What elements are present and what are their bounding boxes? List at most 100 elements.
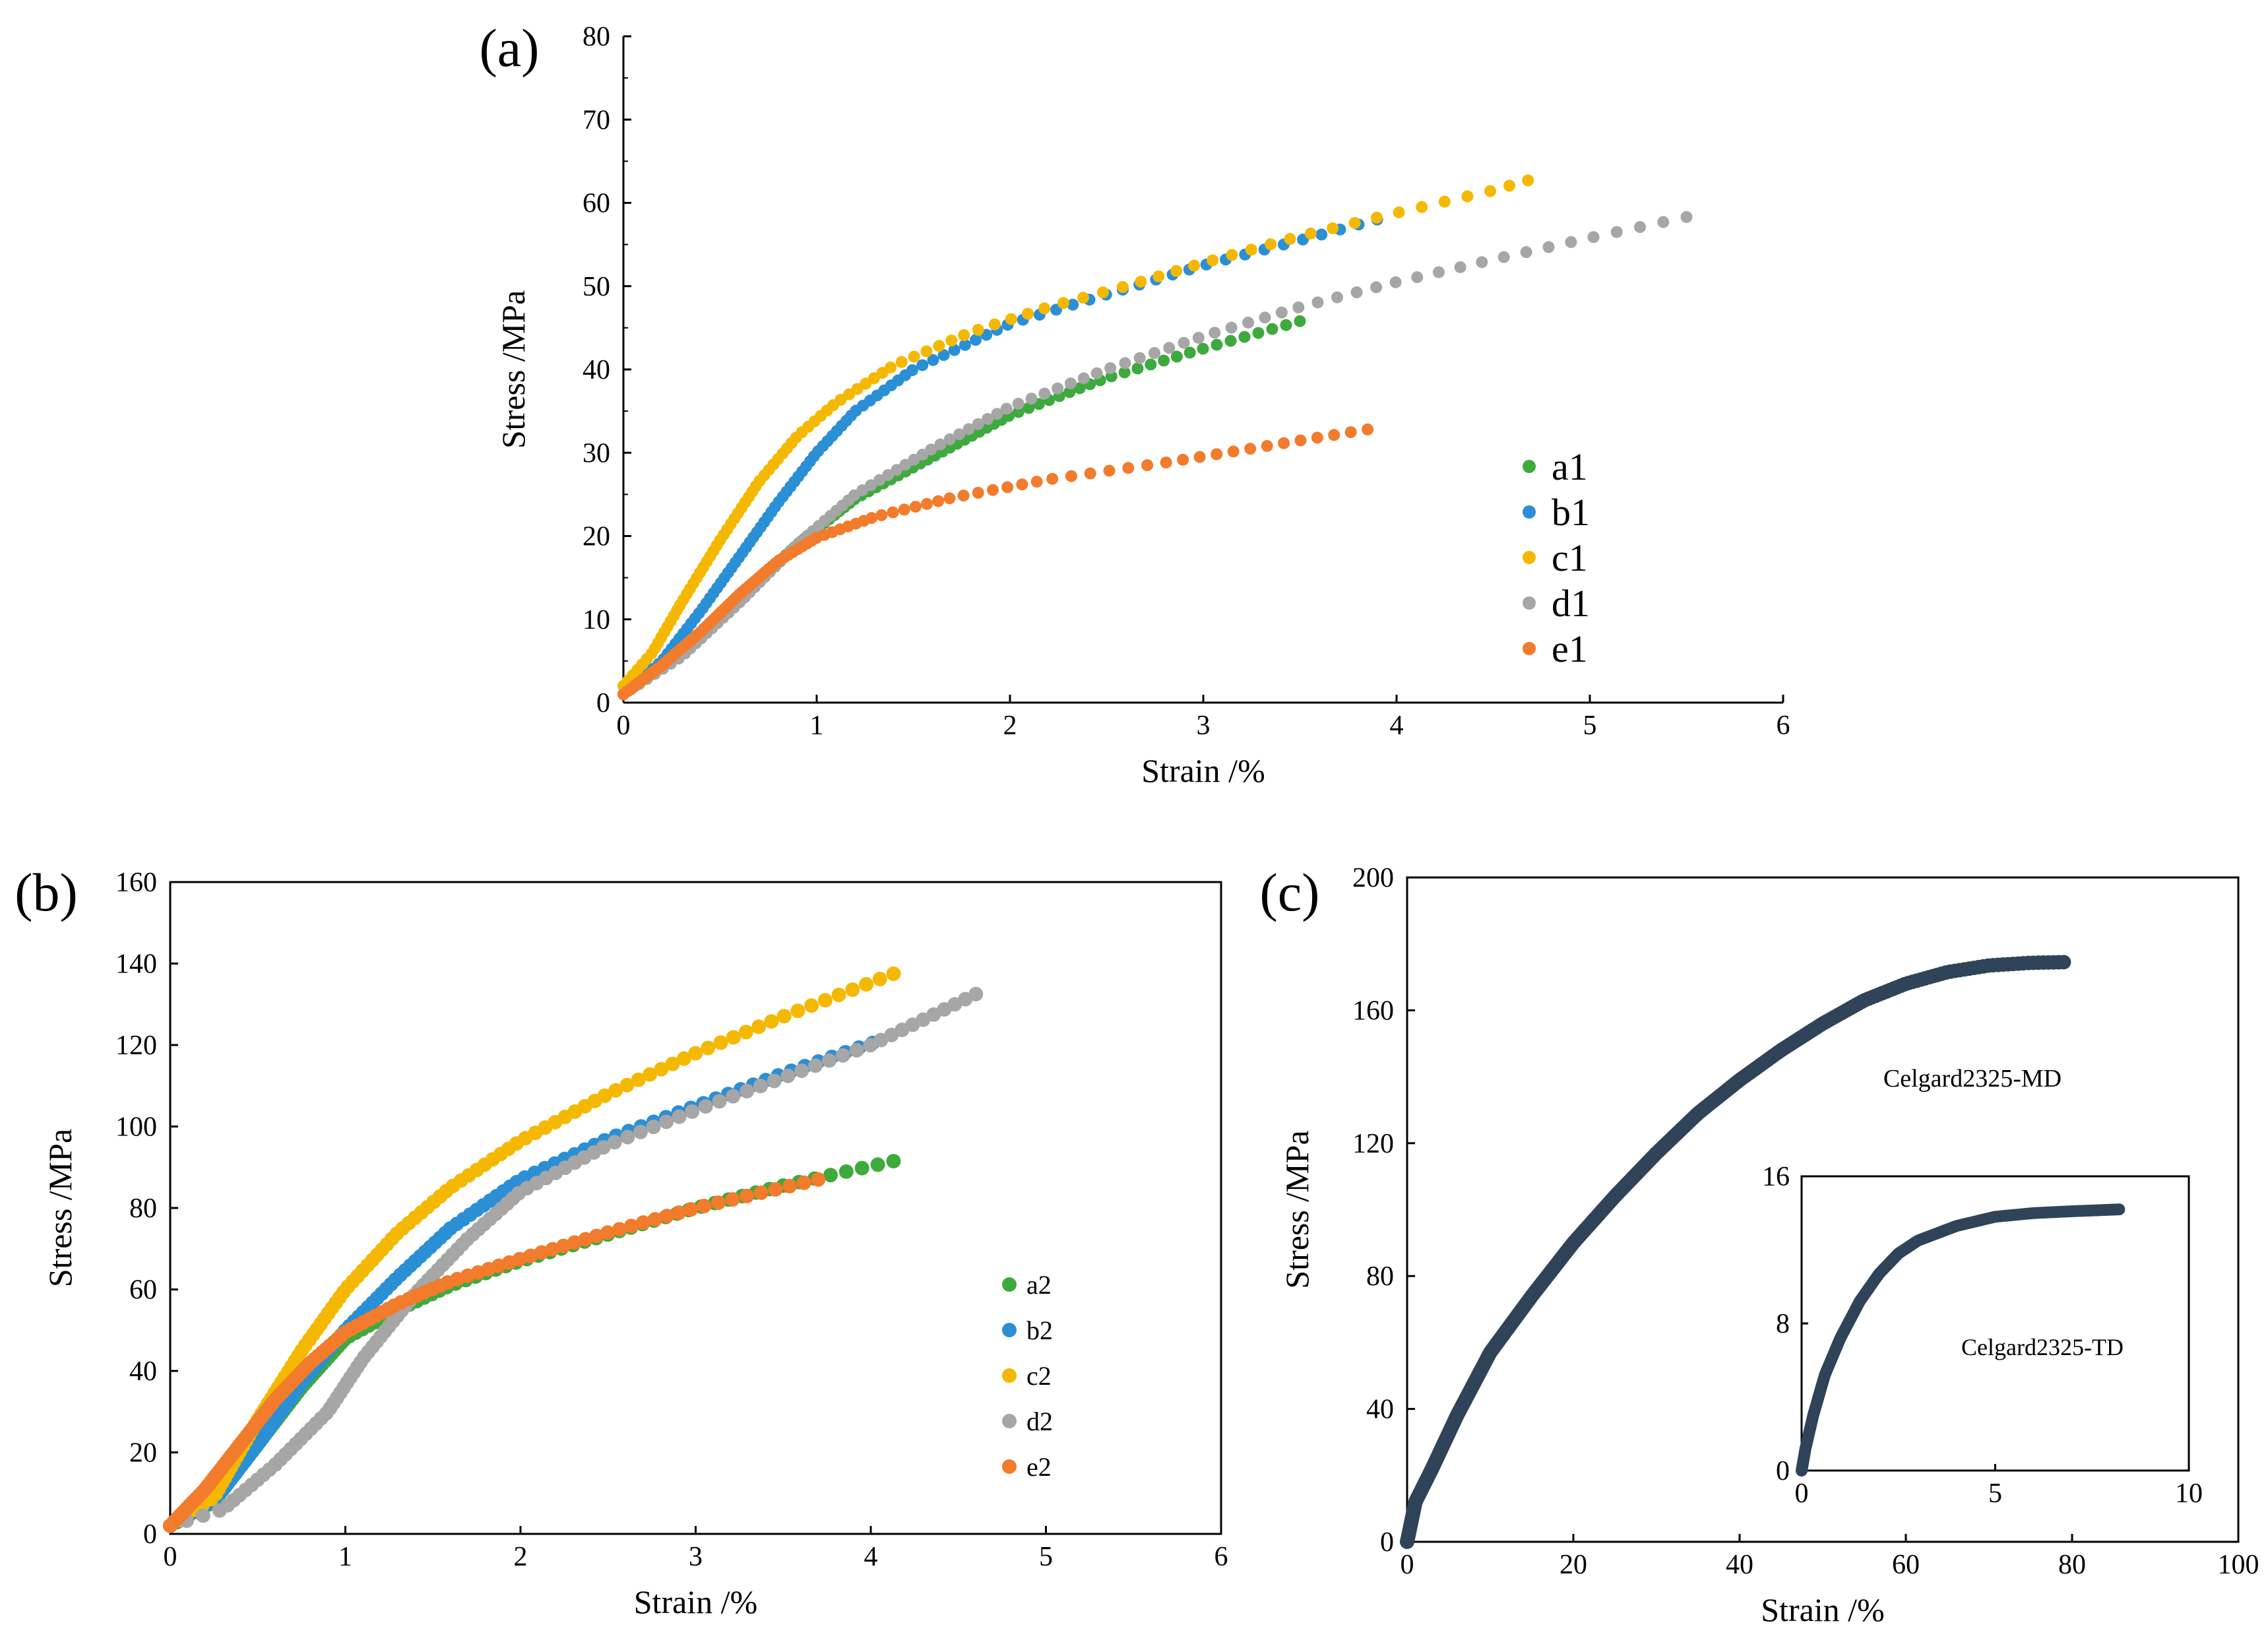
data-point (1497, 251, 1510, 263)
data-point (1077, 372, 1090, 385)
data-point (854, 1160, 869, 1176)
data-point (958, 329, 970, 342)
data-point (885, 361, 897, 373)
data-point (1657, 216, 1670, 228)
data-point (556, 1238, 571, 1253)
y-axis-label: Stress /MPa (495, 290, 532, 449)
data-point (986, 484, 999, 496)
data-point (1227, 445, 1240, 458)
legend-marker (1002, 1459, 1017, 1474)
data-point (713, 1035, 728, 1050)
data-point (1284, 233, 1296, 245)
data-point (701, 1040, 716, 1056)
data-point (2113, 1203, 2126, 1216)
data-point (1012, 406, 1024, 418)
x-axis-label: Strain /% (1141, 752, 1265, 789)
data-point (916, 449, 929, 461)
x-tick-label: 2 (1003, 711, 1017, 741)
data-point (1131, 362, 1144, 375)
data-point (1152, 270, 1165, 282)
y-tick-label: 0 (1380, 1527, 1394, 1558)
series-a2 (163, 1153, 901, 1533)
data-point (776, 1009, 792, 1024)
data-point (1327, 222, 1339, 235)
data-point (796, 1175, 811, 1190)
series-c1 (617, 174, 1534, 692)
series-e1 (617, 423, 1374, 701)
data-point (1117, 281, 1129, 294)
data-point (1103, 464, 1116, 477)
data-point (1542, 241, 1555, 253)
data-point (1438, 195, 1451, 208)
y-tick-label: 10 (583, 605, 610, 635)
data-point (1193, 451, 1206, 463)
data-point (738, 1025, 753, 1040)
data-point (1119, 357, 1131, 369)
x-tick-label: 6 (1777, 711, 1790, 741)
data-point (636, 1215, 651, 1230)
data-point (1226, 249, 1238, 261)
data-point (608, 1083, 623, 1098)
data-point (1025, 393, 1038, 405)
data-point (895, 356, 908, 368)
data-point (943, 492, 956, 505)
data-point (1038, 387, 1051, 400)
data-point (1328, 429, 1340, 441)
x-axis-label: Strain /% (1761, 1591, 1884, 1628)
data-point (1148, 347, 1160, 360)
data-point (1565, 236, 1577, 248)
data-point (1331, 291, 1344, 303)
data-point (838, 1164, 854, 1179)
x-tick-label: 3 (689, 1542, 703, 1572)
data-point (607, 1135, 622, 1150)
data-point (672, 1109, 687, 1124)
x-axis-label: Strain /% (634, 1583, 757, 1620)
data-point (659, 1114, 674, 1129)
data-point (631, 1072, 646, 1087)
data-point (619, 1077, 635, 1093)
data-point (794, 1063, 809, 1078)
data-point (1238, 331, 1251, 343)
data-point (1207, 254, 1219, 267)
data-point (991, 408, 1003, 420)
series-b1 (617, 213, 1383, 701)
data-point (751, 1019, 767, 1034)
data-point (1242, 316, 1255, 329)
x-tick-label: 0 (1401, 1550, 1414, 1580)
data-point (908, 350, 920, 363)
data-point (2056, 955, 2071, 970)
data-point (1280, 319, 1292, 331)
data-point (934, 438, 947, 451)
data-point (1454, 261, 1466, 273)
series-d2 (163, 986, 984, 1533)
data-point (1163, 342, 1176, 354)
data-point (817, 993, 833, 1008)
data-point (567, 1235, 582, 1250)
legend-marker (1002, 1323, 1017, 1337)
data-point (1183, 346, 1196, 359)
data-point (968, 986, 984, 1001)
y-tick-label: 200 (1352, 863, 1394, 893)
x-tick-label: 4 (1390, 711, 1404, 741)
data-point (596, 1140, 611, 1155)
data-point (1057, 297, 1069, 309)
data-point (676, 1051, 691, 1066)
inset-chart: 0 5 10 0 8 16 Celgard2325-TD (1762, 1162, 2203, 1509)
data-point (1052, 382, 1064, 395)
data-point (1104, 362, 1117, 375)
data-point (711, 1195, 726, 1210)
data-point (953, 428, 966, 441)
data-point (866, 512, 878, 524)
data-point (872, 971, 887, 986)
y-axis-label: Stress /MPa (42, 1129, 79, 1287)
y-tick-label: 80 (129, 1193, 157, 1224)
inset-background (1791, 1174, 2195, 1471)
data-point (1000, 402, 1013, 415)
data-point (1211, 338, 1223, 351)
legend: a2 b2 c2 d2 e2 (1002, 1270, 1053, 1482)
y-tick-label: 40 (1366, 1395, 1394, 1425)
y-tick-label: 30 (583, 438, 610, 468)
x-tick-label: 5 (1988, 1478, 2002, 1509)
